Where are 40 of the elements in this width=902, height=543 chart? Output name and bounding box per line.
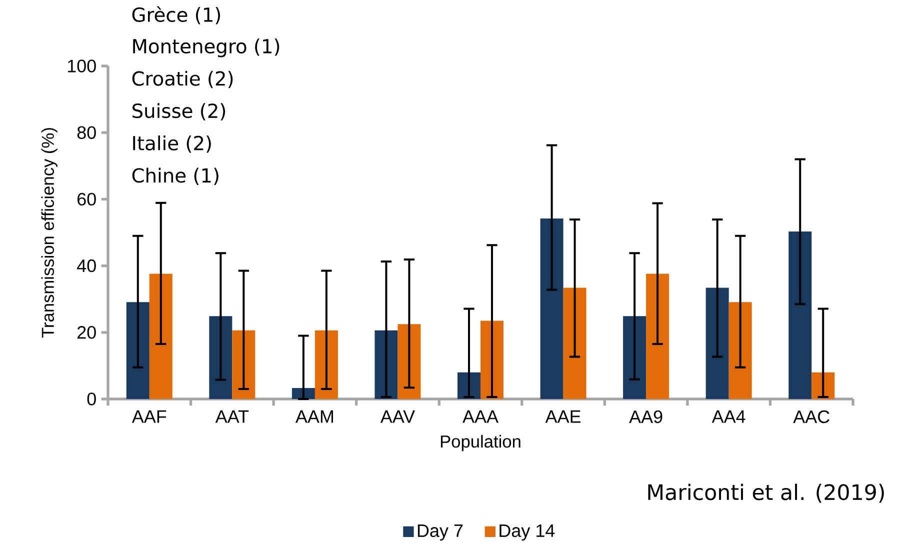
legend-label: Day 14 [500,524,555,541]
x-tick-label: AAT [215,410,249,423]
x-tick-label: AA9 [629,410,662,424]
text: Montenegro (1) [133,38,280,58]
bar [209,316,232,399]
bar [706,288,729,399]
y-tick-label: 100 [68,60,96,72]
y-tick-label: 0 [87,392,96,406]
bar [563,288,586,399]
bar [728,302,752,399]
y-axis-title: Transmission efficiency (%) [41,128,58,338]
bar [646,274,670,399]
y-tick-label: 60 [78,192,96,206]
text: Grèce (1) [132,6,220,24]
legend-label: Day 7 [418,524,463,541]
bar [788,232,812,399]
bar [623,316,646,399]
x-tick-label: AAF [132,410,166,423]
bar [126,302,150,399]
y-tick-label: 80 [77,126,96,139]
bar [540,218,564,399]
annotation: Chine (1) [132,168,218,186]
x-tick-label: AAA [462,410,498,423]
x-tick-label: AA4 [712,410,746,423]
annotation: Croatie (2) [132,70,233,88]
bar [314,330,338,399]
annotation: Italie (2) [133,135,211,153]
bar [374,330,398,399]
bar [149,274,172,399]
y-tick-label: 20 [78,326,96,339]
x-tick-label: AAC [793,410,830,424]
annotation: Suisse (2) [132,103,226,120]
x-tick-label: AAM [295,410,333,423]
x-tick-label: AAE [545,410,581,423]
bar [232,330,256,399]
text: Mariconti et al. (2019) [648,484,884,503]
x-tick-label: AAV [380,410,415,423]
bar [398,324,421,399]
y-tick-label: 40 [77,259,96,272]
x-axis-title: Population [440,434,520,452]
